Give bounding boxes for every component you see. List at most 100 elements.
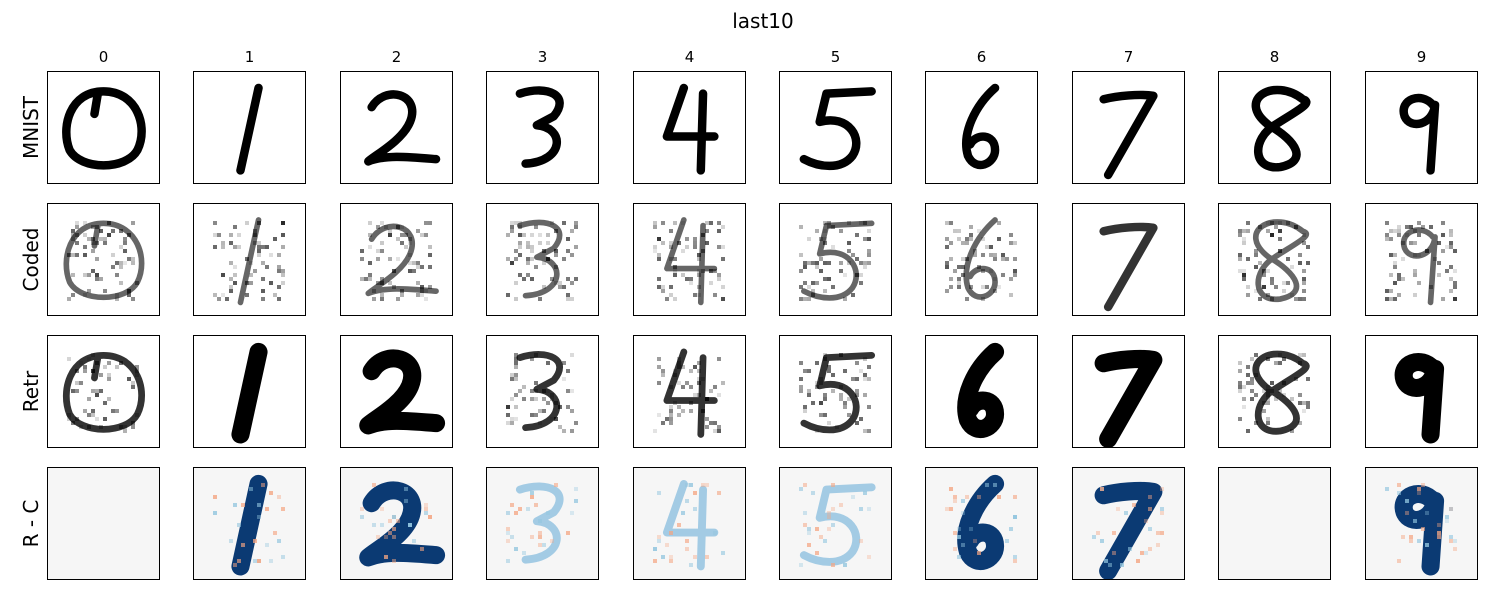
noise-pixel [233,225,237,229]
noise-pixel [1238,257,1242,261]
noise-pixel [119,229,123,233]
noise-pixel [799,285,803,289]
column-label-2: 2 [392,48,402,66]
noise-pixel [673,269,677,273]
noise-pixel [949,221,953,225]
difference-pixel [827,511,831,515]
noise-pixel [961,257,965,261]
noise-pixel [693,365,697,369]
noise-pixel [75,381,79,385]
noise-pixel [661,369,665,373]
noise-pixel [253,241,257,245]
noise-pixel [945,261,949,265]
noise-pixel [1302,401,1306,405]
panel-coded-6 [925,203,1038,316]
noise-pixel [681,365,685,369]
difference-pixel [388,531,392,535]
noise-pixel [673,221,677,225]
noise-pixel [689,401,693,405]
noise-pixel [368,245,372,249]
noise-pixel [428,245,432,249]
noise-pixel [1246,293,1250,297]
difference-pixel [949,487,953,491]
difference-pixel [1108,563,1112,567]
noise-pixel [558,285,562,289]
noise-pixel [1009,293,1013,297]
noise-pixel [697,257,701,261]
difference-pixel [653,547,657,551]
noise-pixel [973,253,977,257]
noise-pixel [693,365,697,369]
difference-stroke [799,483,876,566]
noise-pixel [847,397,851,401]
noise-pixel [969,237,973,241]
noise-pixel [653,221,657,225]
noise-pixel [95,361,99,365]
noise-pixel [867,405,871,409]
noise-pixel [534,397,538,401]
noise-pixel [1270,233,1274,237]
difference-pixel [372,483,376,487]
noise-pixel [87,413,91,417]
noise-pixel [506,233,510,237]
noise-pixel [233,265,237,269]
noise-pixel [1298,401,1302,405]
noise-pixel [360,257,364,261]
noise-pixel [653,249,657,253]
noise-pixel [376,257,380,261]
noise-pixel [265,265,269,269]
noise-pixel [1413,229,1417,233]
noise-pixel [566,297,570,301]
noise-pixel [1393,261,1397,265]
panel-mnist-2 [340,71,453,184]
noise-pixel [693,365,697,369]
noise-pixel [1246,373,1250,377]
noise-pixel [123,429,127,433]
panel-background [633,71,746,184]
noise-pixel [530,233,534,237]
noise-pixel [79,361,83,365]
difference-pixel [807,531,811,535]
difference-pixel [969,527,973,531]
noise-pixel [799,389,803,393]
difference-pixel [1148,495,1152,499]
difference-pixel [253,559,257,563]
noise-pixel [526,245,530,249]
noise-pixel [949,285,953,289]
noise-pixel [510,261,514,265]
difference-pixel [685,547,689,551]
difference-pixel [241,503,245,507]
noise-pixel [562,361,566,365]
noise-pixel [1302,233,1306,237]
noise-pixel [281,281,285,285]
noise-pixel [981,253,985,257]
noise-pixel [1429,285,1433,289]
noise-pixel [697,393,701,397]
noise-pixel [99,425,103,429]
noise-pixel [717,357,721,361]
noise-pixel [67,357,71,361]
noise-pixel [689,281,693,285]
noise-pixel [803,261,807,265]
noise-pixel [510,377,514,381]
noise-pixel [1409,241,1413,245]
difference-pixel [831,563,835,567]
noise-pixel [229,241,233,245]
difference-pixel [384,535,388,539]
noise-pixel [713,269,717,273]
noise-pixel [1294,377,1298,381]
noise-pixel [661,289,665,293]
difference-pixel [257,515,261,519]
noise-pixel [570,253,574,257]
noise-pixel [1266,357,1270,361]
noise-pixel [835,425,839,429]
noise-pixel [653,225,657,229]
noise-pixel [681,409,685,413]
panel-frame [1218,203,1331,316]
noise-pixel [867,429,871,433]
noise-pixel [111,253,115,257]
noise-pixel [697,361,701,365]
noise-pixel [1389,273,1393,277]
difference-pixel [807,527,811,531]
difference-pixel [570,511,574,515]
